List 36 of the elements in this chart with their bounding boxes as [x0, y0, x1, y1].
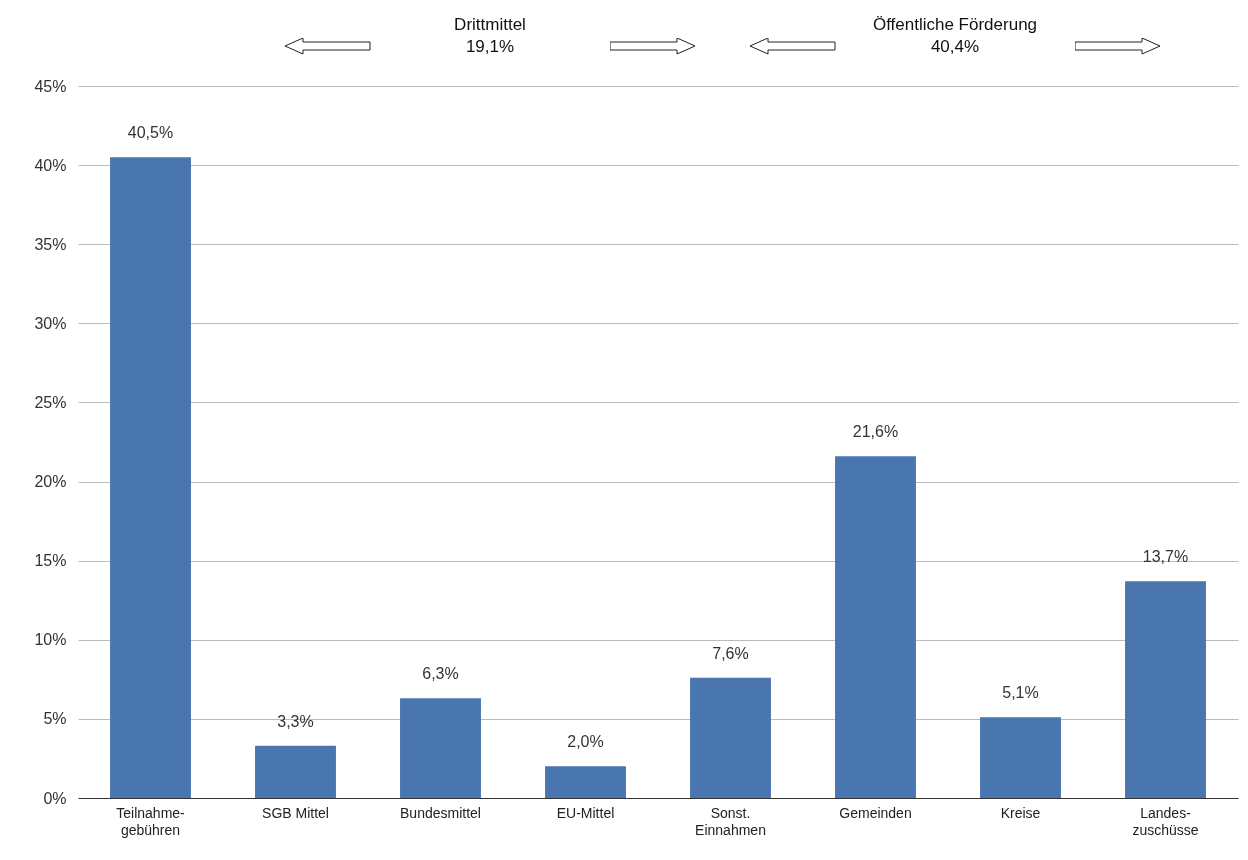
bar — [690, 677, 771, 798]
y-tick-label: 15% — [34, 552, 67, 570]
data-label: 2,0% — [567, 733, 604, 751]
x-tick-label: Teilnahme- gebühren — [116, 804, 186, 838]
bar — [255, 745, 336, 798]
bar — [1125, 581, 1206, 798]
x-tick-label: Bundesmittel — [400, 804, 481, 821]
y-tick-label: 40% — [34, 156, 67, 174]
data-label: 21,6% — [852, 423, 899, 441]
y-tick-label: 10% — [34, 631, 67, 649]
bar — [980, 717, 1061, 798]
y-tick-label: 45% — [34, 77, 67, 95]
y-tick-label: 30% — [34, 314, 67, 332]
data-label: 5,1% — [1002, 684, 1039, 702]
text: Öffentliche Förderung 40,4% — [871, 14, 1039, 58]
x-tick-label: EU-Mittel — [556, 804, 615, 821]
y-tick-label: 35% — [34, 235, 67, 253]
y-tick-label: 0% — [43, 789, 67, 807]
y-tick-label: 25% — [34, 393, 67, 411]
data-label: 7,6% — [712, 644, 749, 662]
data-label: 3,3% — [277, 712, 314, 730]
bar — [110, 157, 191, 798]
x-tick-label: Gemeinden — [839, 804, 912, 821]
data-label: 40,5% — [127, 124, 174, 142]
data-label: 6,3% — [422, 665, 459, 683]
y-tick-label: 5% — [43, 710, 67, 728]
bar — [835, 456, 916, 798]
bar — [400, 698, 481, 798]
text: Drittmittel 19,1% — [453, 14, 527, 58]
data-label: 13,7% — [1142, 548, 1189, 566]
x-tick-label: Sonst. Einnahmen — [695, 804, 766, 838]
x-tick-label: SGB Mittel — [262, 804, 329, 821]
y-tick-label: 20% — [34, 473, 67, 491]
x-tick-label: Landes- zuschüsse — [1132, 804, 1199, 838]
x-tick-label: Kreise — [1000, 804, 1041, 821]
bar — [545, 766, 626, 798]
